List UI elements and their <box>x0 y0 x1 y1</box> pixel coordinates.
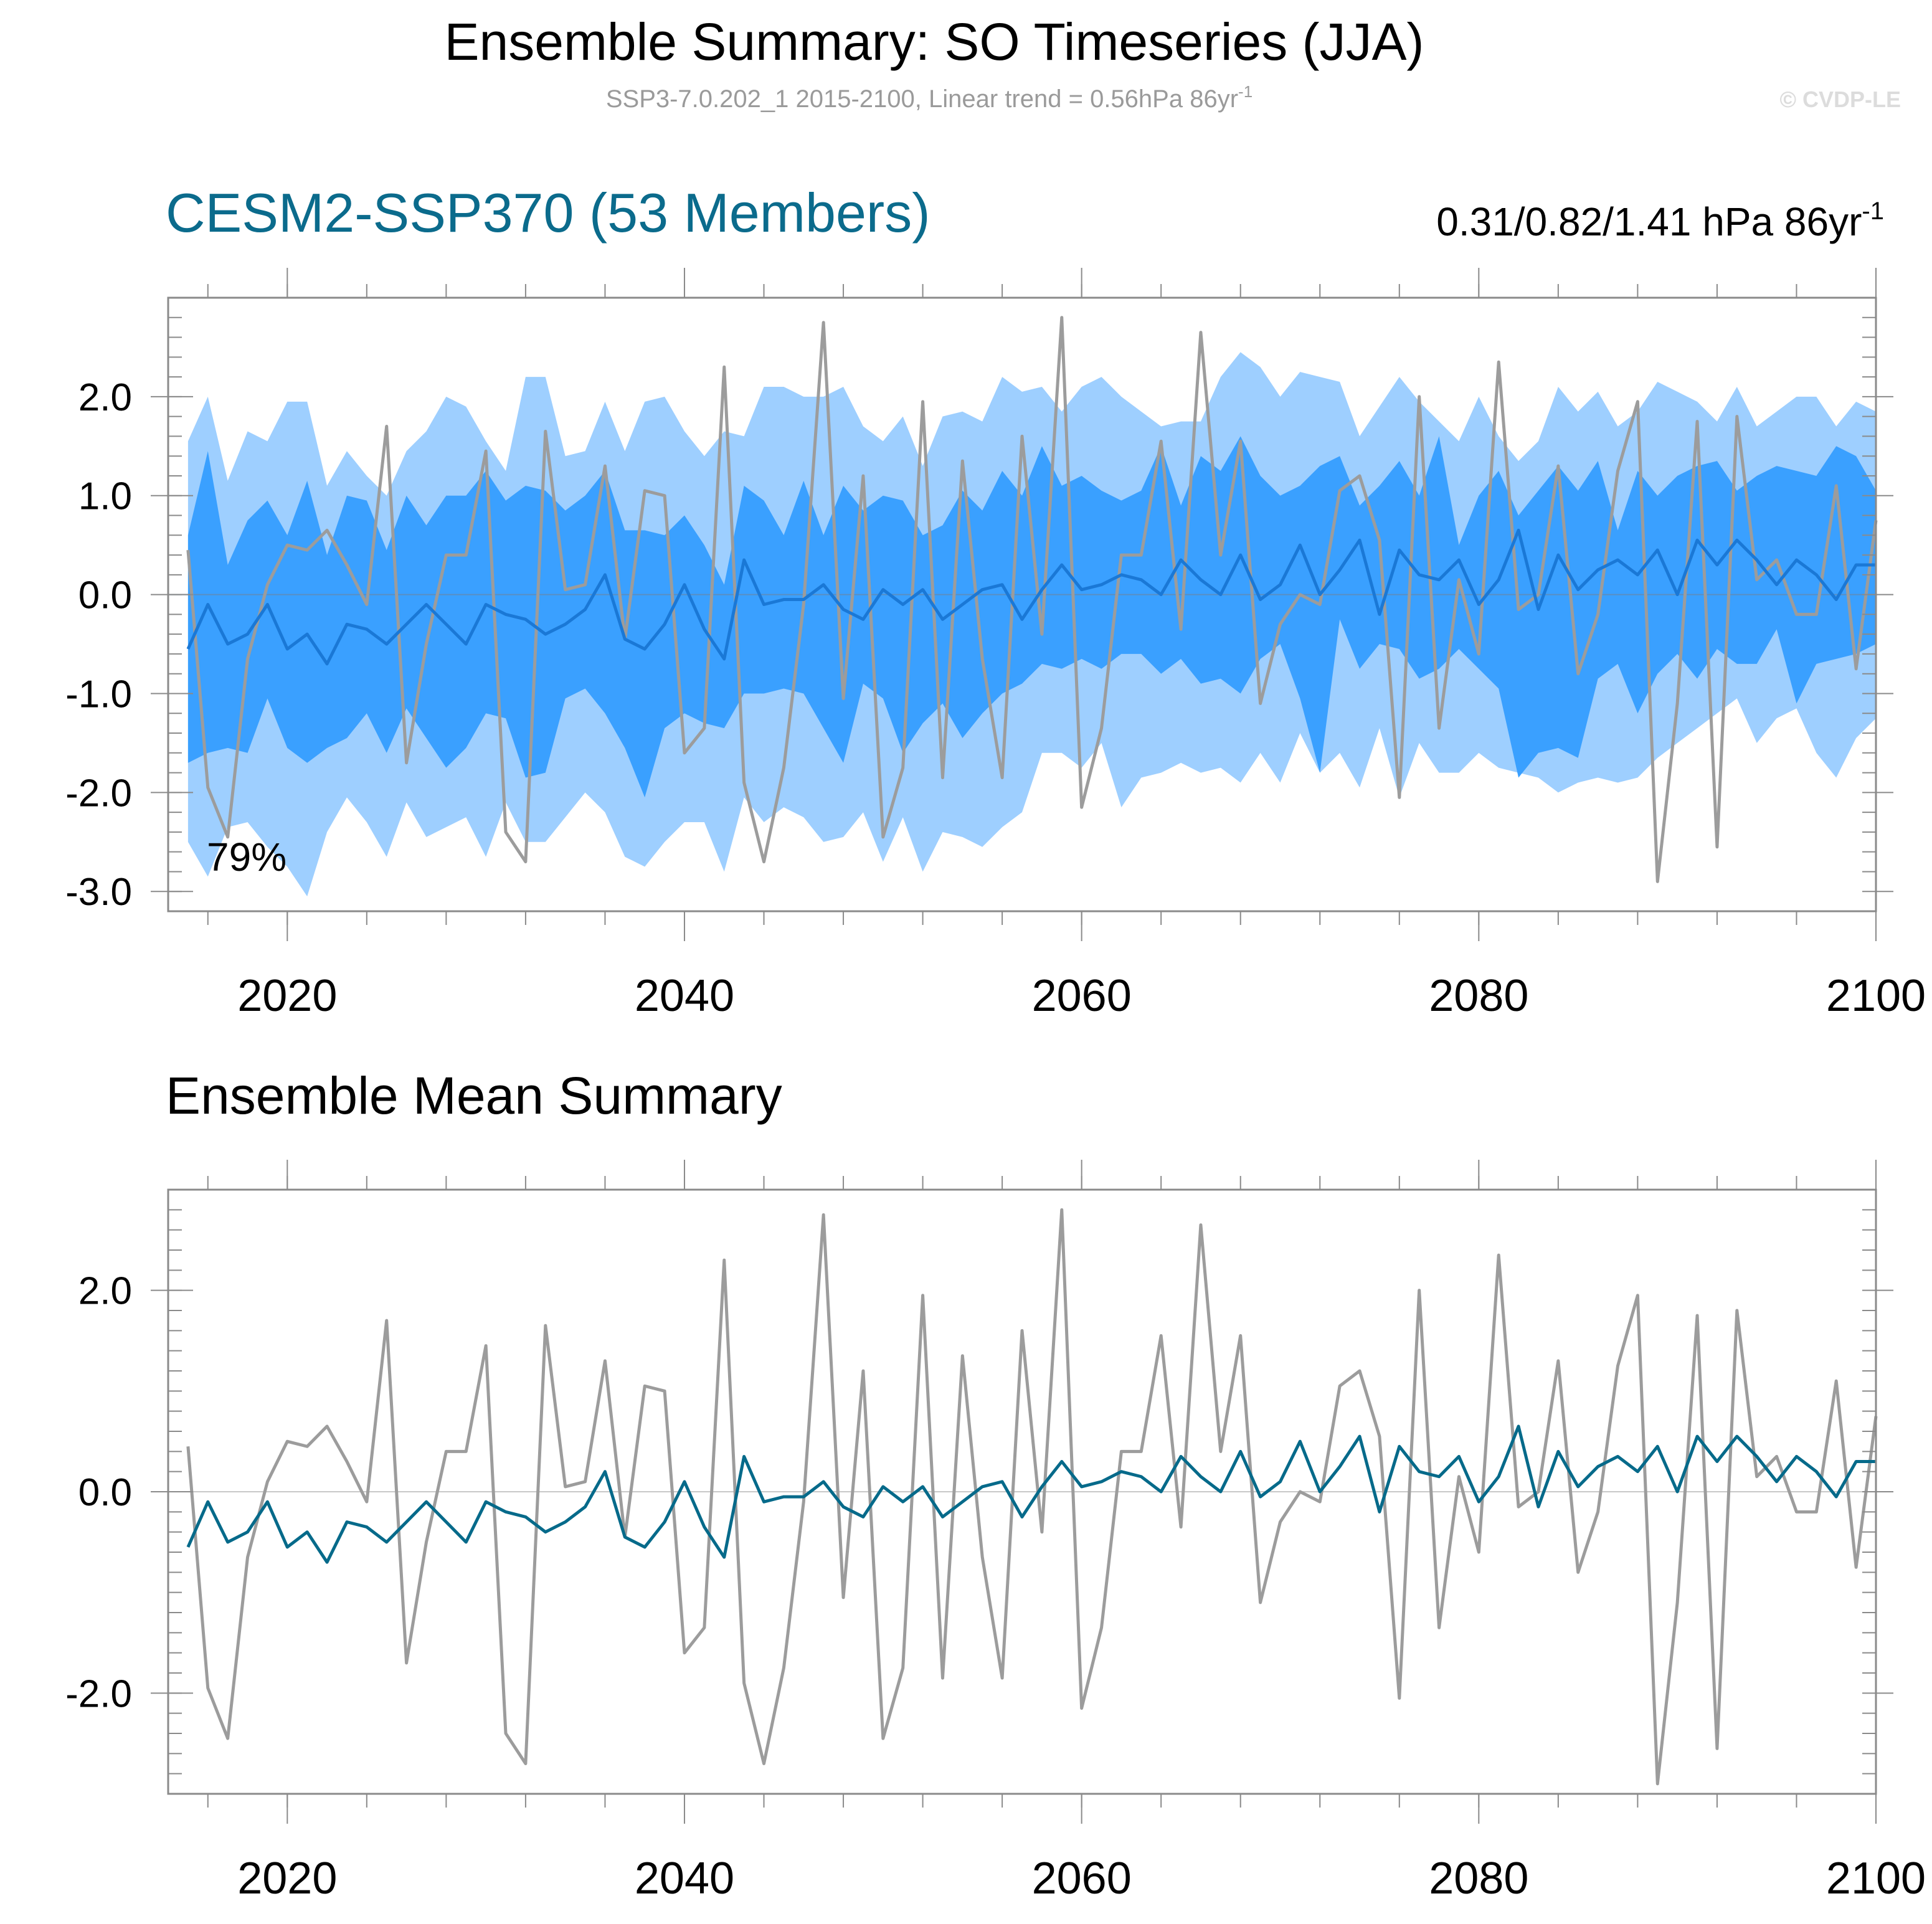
p2-y-tick-label: 2.0 <box>78 1270 132 1313</box>
panel1-trend-main: 0.31/0.82/1.41 hPa 86yr <box>1436 199 1862 244</box>
p1-y-tick-label: 0.0 <box>78 574 132 617</box>
p1-inner-band <box>187 436 1876 798</box>
p2-y-tick-label: 0.0 <box>78 1471 132 1514</box>
p1-y-tick-label: 2.0 <box>78 376 132 419</box>
figure-subtitle-main: SSP3-7.0.202_1 2015-2100, Linear trend =… <box>606 85 1238 113</box>
panel1-series-lines <box>186 316 1878 883</box>
p1-x-tick-label: 2080 <box>1429 971 1528 1021</box>
panel2-series-lines <box>186 1208 1878 1786</box>
panel1-y-tick-labels: 2.0 1.0 0.0 -1.0 -2.0 -3.0 <box>65 376 132 914</box>
panel1-trend-sup: -1 <box>1862 197 1884 225</box>
p2-x-tick-label: 2080 <box>1429 1854 1528 1903</box>
panel1-trend-label: 0.31/0.82/1.41 hPa 86yr-1 <box>1436 197 1884 244</box>
p2-x-tick-label: 2100 <box>1826 1854 1926 1903</box>
copyright-label: © CVDP-LE <box>1779 87 1901 112</box>
p1-y-tick-label: 1.0 <box>78 475 132 518</box>
panel2-y-tick-labels: 2.0 0.0 -2.0 <box>65 1270 132 1716</box>
p2-x-tick-label: 2040 <box>635 1854 734 1903</box>
p1-y-tick-label: -3.0 <box>65 871 132 914</box>
figure-title: Ensemble Summary: SO Timeseries (JJA) <box>444 12 1424 71</box>
p2-x-tick-label: 2020 <box>237 1854 337 1903</box>
p2-observation-line <box>186 1208 1878 1786</box>
panel1-frame <box>167 296 1877 912</box>
p1-ensemble-mean-line <box>186 528 1876 666</box>
panel1-ticks <box>151 268 1893 941</box>
panel2-title: Ensemble Mean Summary <box>166 1066 782 1125</box>
p2-x-tick-label: 2060 <box>1032 1854 1132 1903</box>
p2-ensemble-mean-line <box>186 1424 1876 1564</box>
panel1-spread-bands <box>187 352 1876 897</box>
p1-y-tick-label: -2.0 <box>65 772 132 815</box>
p1-x-tick-label: 2040 <box>635 971 734 1021</box>
p1-x-tick-label: 2020 <box>237 971 337 1021</box>
panel1-annotation: 79% <box>207 835 286 879</box>
panel2-ticks <box>151 1160 1893 1824</box>
figure-subtitle-sup: -1 <box>1238 82 1252 101</box>
figure-subtitle: SSP3-7.0.202_1 2015-2100, Linear trend =… <box>606 82 1252 113</box>
panel1-plot: 2.0 1.0 0.0 -1.0 -2.0 -3.0 2020 2040 2060 2080 21… <box>65 268 1926 1021</box>
p2-y-tick-label: -2.0 <box>65 1672 132 1715</box>
p1-x-tick-label: 2100 <box>1826 971 1926 1021</box>
p1-observation-line <box>186 316 1878 883</box>
panel1-x-tick-labels: 2020 2040 2060 2080 2100 <box>237 971 1926 1021</box>
panel1-title: CESM2-SSP370 (53 Members) <box>166 182 930 244</box>
p1-y-tick-label: -1.0 <box>65 673 132 716</box>
p1-x-tick-label: 2060 <box>1032 971 1132 1021</box>
panel2-x-tick-labels: 2020 2040 2060 2080 2100 <box>237 1854 1926 1903</box>
panel2-plot: 2.0 0.0 -2.0 2020 2040 2060 2080 2100 <box>65 1160 1926 1903</box>
